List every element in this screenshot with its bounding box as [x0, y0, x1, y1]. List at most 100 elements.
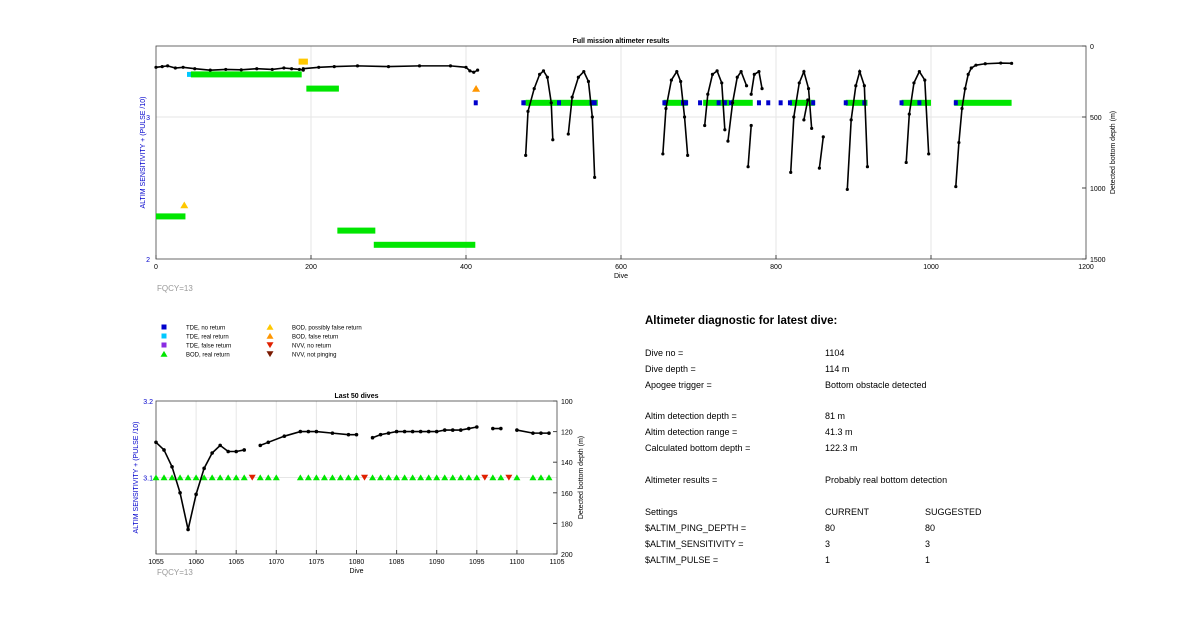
last50-depth-point	[539, 431, 543, 435]
full-depth-line	[846, 68, 869, 190]
full-depth-point	[744, 84, 749, 88]
legend-up-triangle-icon	[266, 323, 274, 330]
last50-y2-axis-label: Detected bottom depth (m)	[578, 436, 585, 519]
last50-depth-point	[330, 431, 335, 435]
last50-depth-point	[418, 429, 423, 434]
full-depth-point	[757, 69, 761, 74]
last50-depth-point	[178, 491, 182, 495]
last50-bod-real-marker	[401, 474, 409, 481]
last50-bod-real-marker	[256, 474, 264, 481]
last50-nvv-no-return-marker	[361, 474, 369, 481]
full-depth-point	[551, 138, 555, 142]
full-xtick-label: 0	[154, 264, 158, 271]
legend-square-icon	[161, 324, 167, 330]
last50-bod-real-marker	[409, 474, 417, 481]
setting-current-ping-depth: 80	[825, 523, 836, 533]
last50-y2tick-label: 180	[561, 521, 573, 528]
last50-y2tick-label: 100	[561, 399, 573, 406]
last50-xtick-label: 1085	[389, 559, 405, 566]
diag-label-altim-detection-range: Altim detection range =	[645, 427, 738, 437]
full-depth-point	[586, 79, 591, 84]
diag-label-altim-detection-depth: Altim detection depth =	[645, 411, 737, 421]
full-tde-marker	[778, 100, 783, 106]
full-depth-point	[255, 67, 259, 71]
last50-xtick-label: 1090	[429, 559, 445, 566]
full-depth-point	[806, 87, 811, 91]
last50-depth-point	[234, 449, 238, 454]
full-bod-band	[901, 99, 931, 106]
full-bod-band	[731, 99, 753, 106]
last50-bod-real-marker	[296, 474, 304, 481]
full-depth-point	[526, 109, 530, 113]
full-depth-point	[735, 75, 739, 79]
full-depth-point	[532, 87, 536, 91]
full-depth-point	[723, 128, 727, 132]
full-depth-point	[160, 64, 164, 69]
full-depth-line	[567, 70, 596, 178]
last50-depth-point	[210, 451, 214, 455]
full-depth-point	[386, 64, 391, 69]
full-depth-point	[960, 106, 964, 111]
last50-bod-real-marker	[353, 474, 360, 481]
last50-bod-real-marker	[152, 474, 160, 481]
full-depth-point	[290, 67, 294, 71]
last50-bod-real-marker	[224, 474, 232, 481]
settings-header-current: CURRENT	[825, 507, 869, 517]
last50-bod-real-marker	[457, 474, 465, 481]
last50-depth-point	[202, 466, 206, 471]
legend-down-triangle-icon	[266, 342, 274, 349]
legend-square-icon	[161, 333, 167, 339]
setting-label-pulse: $ALTIM_PULSE =	[645, 555, 719, 565]
last50-bod-real-marker	[312, 474, 320, 481]
last50-depth-point	[266, 440, 271, 445]
full-depth-line	[818, 136, 825, 169]
full-depth-point	[957, 140, 961, 145]
full-depth-point	[590, 115, 594, 119]
full-depth-point	[224, 67, 228, 72]
last50-xtick-label: 1060	[188, 559, 204, 566]
last50-bod-real-marker	[192, 474, 200, 481]
diag-value-calculated-bottom-depth: 122.3 m	[825, 443, 858, 453]
last50-depth-point	[346, 432, 351, 437]
full-depth-point	[1010, 61, 1014, 65]
legend-label: NVV, no return	[292, 344, 331, 350]
last50-depth-point	[258, 443, 263, 448]
full-depth-point	[154, 65, 158, 69]
full-bod-band	[190, 71, 302, 78]
diag-value-altim-detection-range: 41.3 m	[825, 427, 853, 437]
full-depth-point	[355, 64, 360, 68]
last50-depth-point	[242, 448, 247, 452]
full-depth-point	[917, 69, 921, 74]
full-tde-marker	[787, 100, 792, 106]
full-depth-point	[173, 66, 177, 70]
diag-value-dive-depth: 114 m	[825, 364, 850, 374]
full-depth-point	[297, 67, 301, 72]
diag-label-altimeter-results: Altimeter results =	[645, 475, 718, 485]
last50-depth-point	[170, 464, 174, 469]
full-tde-marker	[521, 100, 526, 106]
full-tde-marker	[766, 100, 771, 106]
full-depth-point	[849, 118, 853, 122]
full-tde-marker	[187, 71, 191, 77]
last50-depth-line	[259, 430, 357, 447]
last50-bod-real-marker	[168, 474, 176, 481]
last50-bod-real-marker	[393, 474, 401, 481]
full-depth-line	[524, 69, 554, 156]
diag-value-dive-no: 1104	[825, 348, 845, 358]
last50-depth-point	[378, 432, 383, 437]
diag-label-dive-depth: Dive depth =	[645, 364, 696, 374]
last50-bod-real-marker	[328, 474, 336, 481]
last50-bod-real-marker	[513, 474, 521, 481]
full-depth-point	[472, 70, 476, 74]
last50-bod-real-marker	[497, 474, 505, 481]
legend-label: BOD, false return	[292, 335, 338, 341]
diag-label-calculated-bottom-depth: Calculated bottom depth =	[645, 443, 751, 453]
last50-bod-real-marker	[529, 474, 537, 481]
diag-label-apogee-trigger: Apogee trigger =	[645, 380, 712, 390]
full-depth-point	[282, 66, 286, 70]
last50-ytick-label: 3.2	[143, 399, 153, 406]
full-depth-point	[854, 84, 858, 88]
legend-label: BOD, real return	[186, 353, 230, 359]
full-depth-point	[963, 87, 967, 91]
